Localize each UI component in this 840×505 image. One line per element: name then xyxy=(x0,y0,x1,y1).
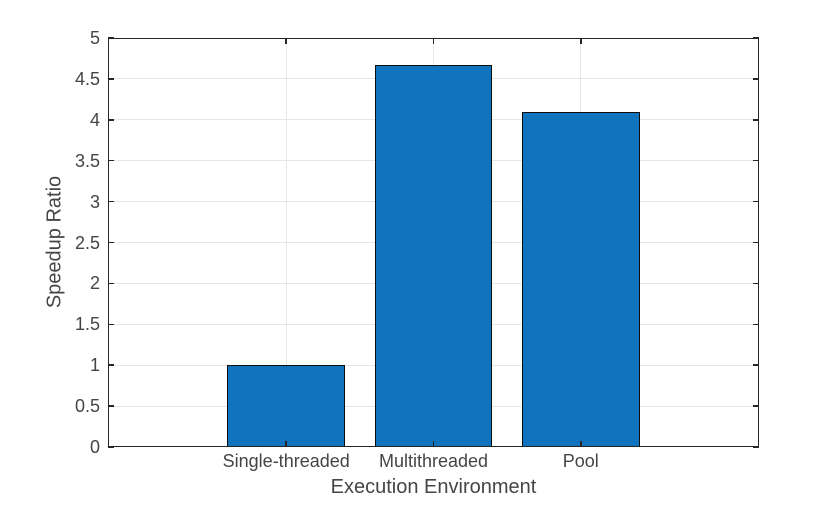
bar xyxy=(374,65,493,447)
x-tick-label: Multithreaded xyxy=(378,451,489,471)
y-tick-mark-right xyxy=(753,282,759,285)
y-tick-mark-left xyxy=(108,241,114,244)
y-tick-label: 4 xyxy=(89,109,100,130)
y-tick-mark-right xyxy=(753,119,759,121)
x-tick-mark-top xyxy=(432,38,435,44)
y-tick-label: 2 xyxy=(89,273,100,294)
y-tick-mark-left xyxy=(108,405,114,407)
x-axis-label: Execution Environment xyxy=(330,476,537,498)
x-tick-mark-bottom xyxy=(432,441,435,447)
y-tick-label: 1 xyxy=(89,355,100,376)
y-tick-mark-right xyxy=(753,323,759,326)
y-tick-label: 3 xyxy=(89,191,100,212)
x-axis-tick-labels: Single-threaded Multithreaded Pool xyxy=(108,451,759,475)
y-tick-mark-left xyxy=(108,364,114,366)
y-tick-label: 0 xyxy=(89,437,100,457)
x-tick-mark-top xyxy=(580,38,582,44)
y-tick-mark-left xyxy=(108,119,114,121)
y-tick-mark-right xyxy=(753,78,759,80)
y-tick-label: 1.5 xyxy=(74,314,100,335)
y-tick-label: 0.5 xyxy=(74,396,100,417)
y-tick-mark-right xyxy=(753,405,759,407)
y-axis-tick-labels: 0 0.5 1 1.5 2 2.5 3 3.5 4 4.5 5 xyxy=(0,28,100,457)
y-tick-label: 3.5 xyxy=(74,150,100,171)
y-tick-mark-left xyxy=(108,159,114,162)
x-tick-mark-top xyxy=(285,38,287,44)
y-tick-mark-right xyxy=(753,364,759,366)
y-tick-mark-left xyxy=(108,37,114,39)
bar xyxy=(521,111,640,447)
plot-area xyxy=(108,37,759,448)
x-gridline xyxy=(285,38,287,447)
y-tick-label: 5 xyxy=(89,28,100,48)
y-tick-mark-right xyxy=(753,241,759,244)
y-tick-mark-right xyxy=(753,200,759,203)
bar xyxy=(227,365,346,447)
y-tick-mark-right xyxy=(753,159,759,162)
y-tick-mark-left xyxy=(108,200,114,203)
x-tick-mark-bottom xyxy=(580,441,582,447)
y-tick-mark-left xyxy=(108,78,114,80)
axes-frame xyxy=(108,38,759,447)
y-tick-mark-left xyxy=(108,282,114,285)
y-tick-label: 4.5 xyxy=(74,68,100,89)
y-tick-mark-left xyxy=(108,446,114,448)
y-tick-mark-left xyxy=(108,323,114,326)
x-tick-label: Pool xyxy=(562,451,599,471)
y-tick-mark-right xyxy=(753,446,759,448)
y-tick-mark-right xyxy=(753,37,759,39)
x-tick-label: Single-threaded xyxy=(222,451,350,471)
x-tick-mark-bottom xyxy=(285,441,287,447)
y-tick-label: 2.5 xyxy=(74,232,100,253)
